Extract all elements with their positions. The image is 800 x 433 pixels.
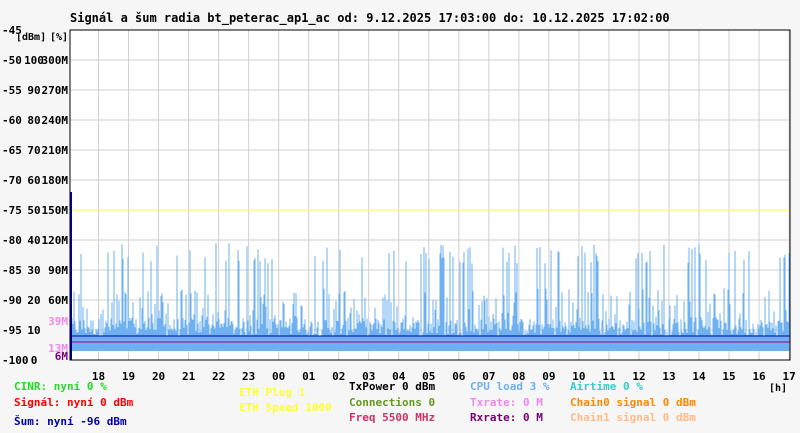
stat-chain1: Chain1 signal 0 dBm [570, 411, 696, 424]
y-tick-percent: 80 [27, 114, 40, 127]
y-tick-dbm: -60 [2, 114, 22, 127]
y-tick-rate-extra: 39M [48, 315, 68, 328]
x-tick-label: 13 [662, 370, 675, 383]
x-tick-label: 17 [782, 370, 795, 383]
stat-sum: Šum: nyní -96 dBm [14, 415, 127, 428]
y-tick-percent: 100 [24, 54, 44, 67]
stat-freq: Freq 5500 MHz [349, 411, 436, 424]
x-tick-label: 07 [482, 370, 495, 383]
x-tick-label: 18 [92, 370, 105, 383]
x-tick-label: 11 [602, 370, 616, 383]
stat-rxrate: Rxrate: 0 M [470, 411, 543, 424]
x-tick-label: 03 [362, 370, 375, 383]
y-tick-rate: 120M [42, 234, 69, 247]
x-tick-label: 04 [392, 370, 406, 383]
plot-border [69, 29, 791, 361]
chart-title: Signál a šum radia bt_peterac_ap1_ac od:… [70, 11, 670, 26]
y-tick-rate: 180M [42, 174, 69, 187]
y-tick-dbm: -55 [2, 84, 22, 97]
reference-lines [70, 192, 790, 360]
y-tick-dbm: -100 [2, 354, 29, 367]
plot-background [70, 30, 790, 360]
y-tick-rate: 60M [48, 294, 68, 307]
y-tick-rate: 240M [42, 114, 69, 127]
stat-signal: Signál: nyní 0 dBm [14, 396, 134, 409]
y-tick-percent: 30 [27, 264, 40, 277]
y-tick-rate: 270M [42, 84, 69, 97]
stat-chain0: Chain0 signal 0 dBm [570, 396, 696, 409]
stat-connections: Connections 0 [349, 396, 436, 409]
x-tick-label: 12 [632, 370, 645, 383]
stat-txrate: Txrate: 0 M [470, 396, 543, 409]
stat-cpu-load: CPU load 3 % [470, 380, 550, 393]
y-tick-dbm: -45 [2, 24, 22, 37]
y-tick-dbm: -85 [2, 264, 22, 277]
y-tick-dbm: -75 [2, 204, 22, 217]
y-tick-rate-extra: 13M [48, 342, 68, 355]
x-tick-label: 23 [242, 370, 255, 383]
axes: -45-50-55-60-65-70-75-80-85-90-95-100100… [2, 24, 796, 394]
y-tick-percent: 90 [27, 84, 40, 97]
stat-airtime: Airtime 0 % [570, 380, 643, 393]
y-tick-rate: 150M [42, 204, 69, 217]
stat-txpower: TxPower 0 dBm [349, 380, 436, 393]
x-tick-label: 00 [272, 370, 285, 383]
y-unit-percent: [%] [50, 32, 68, 43]
x-tick-label: 20 [152, 370, 165, 383]
x-tick-label: 21 [182, 370, 196, 383]
x-tick-label: 09 [542, 370, 555, 383]
x-tick-label: 14 [692, 370, 706, 383]
x-tick-label: 05 [422, 370, 435, 383]
y-tick-rate-extra: 6M [55, 350, 69, 363]
x-tick-label: 19 [122, 370, 135, 383]
stat-eth-speed: ETH Speed 1000 [239, 401, 332, 414]
x-tick-label: 08 [512, 370, 525, 383]
y-tick-rate: 210M [42, 144, 69, 157]
x-tick-label: 15 [722, 370, 735, 383]
y-tick-percent: 50 [27, 204, 40, 217]
x-tick-label: 06 [452, 370, 466, 383]
x-tick-label: 16 [752, 370, 766, 383]
x-tick-label: 10 [572, 370, 585, 383]
y-tick-dbm: -50 [2, 54, 22, 67]
y-tick-percent: 60 [27, 174, 40, 187]
y-tick-dbm: -65 [2, 144, 22, 157]
y-tick-percent: 40 [27, 234, 40, 247]
y-tick-percent: 10 [27, 324, 40, 337]
y-tick-dbm: -90 [2, 294, 22, 307]
x-tick-label: 02 [332, 370, 345, 383]
y-tick-dbm: -70 [2, 174, 22, 187]
x-unit-label: [h] [769, 383, 787, 394]
x-tick-label: 01 [302, 370, 316, 383]
y-tick-percent: 70 [27, 144, 40, 157]
y-tick-dbm: -80 [2, 234, 22, 247]
y-unit-dbm: [dBm] [16, 32, 46, 43]
y-tick-dbm: -95 [2, 324, 22, 337]
x-tick-label: 22 [212, 370, 225, 383]
stat-eth-plug: ETH Plug 1 [239, 386, 306, 399]
y-tick-rate: 300M [42, 54, 69, 67]
y-tick-percent: 20 [27, 294, 40, 307]
y-tick-percent: 0 [31, 354, 38, 367]
stat-cinr: CINR: nyní 0 % [14, 380, 107, 393]
y-tick-rate: 90M [48, 264, 68, 277]
